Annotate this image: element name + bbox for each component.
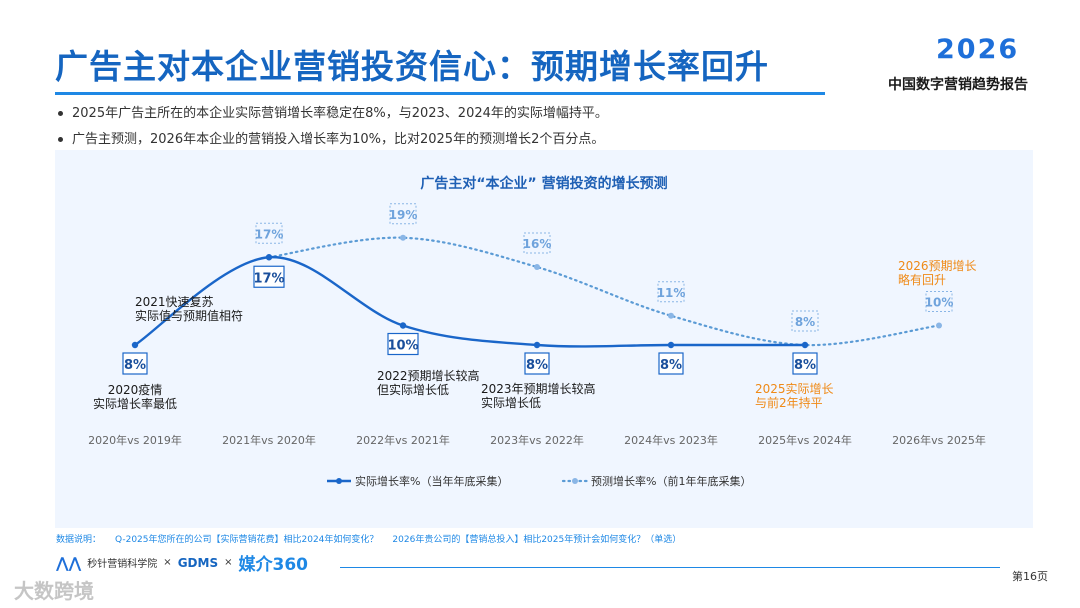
actual-point <box>533 341 541 349</box>
page-title: 广告主对本企业营销投资信心：预期增长率回升 <box>55 47 769 86</box>
bullet-dot-icon <box>58 137 63 142</box>
logo-meijie360: 媒介360 <box>238 555 308 575</box>
legend-actual-marker <box>336 478 342 484</box>
annotation-text: 但实际增长低 <box>377 382 449 397</box>
actual-label-box <box>253 265 285 288</box>
actual-label-box <box>524 352 550 375</box>
annotation-text: 2022预期增长较高 <box>377 368 480 383</box>
annotation-text: 实际增长率最低 <box>93 396 177 411</box>
actual-point <box>131 341 139 349</box>
actual-data-label: 8% <box>526 358 548 373</box>
logo-separator: × <box>163 557 172 568</box>
forecast-point <box>668 312 674 319</box>
forecast-label-box <box>523 232 551 254</box>
actual-data-label: 8% <box>124 358 146 373</box>
x-tick-label: 2025年vs 2024年 <box>758 433 852 447</box>
actual-point <box>265 254 273 261</box>
note-prefix: 数据说明： <box>56 535 102 545</box>
actual-data-label: 8% <box>794 358 816 373</box>
logo-gdms: GDMS <box>177 555 219 570</box>
x-tick-label: 2023年vs 2022年 <box>490 433 584 447</box>
annotation-text: 2026预期增长 <box>898 259 977 273</box>
forecast-data-label: 11% <box>657 286 686 300</box>
annotation-text: 与前2年持平 <box>755 395 823 410</box>
forecast-series-line <box>267 236 941 347</box>
bullet-dot-icon <box>58 111 63 116</box>
forecast-point <box>936 322 942 329</box>
forecast-label-box <box>389 203 417 225</box>
annotation-text: 2023年预期增长较高 <box>481 381 596 396</box>
watermark: 大数跨境 <box>14 579 94 603</box>
forecast-label-box <box>925 291 953 312</box>
chart-panel: 广告主对“本企业” 营销投资的增长预测 2020年vs 2019年 2021年vs … <box>55 150 1033 528</box>
forecast-label-box <box>657 281 685 303</box>
actual-data-label: 8% <box>660 358 682 373</box>
chart-title: 广告主对“本企业” 营销投资的增长预测 <box>420 175 667 192</box>
forecast-label-box <box>791 310 819 332</box>
actual-data-label: 17% <box>253 271 284 286</box>
actual-point <box>801 341 809 349</box>
x-tick-label: 2026年vs 2025年 <box>892 433 986 447</box>
note-question-1: Q-2025年您所在的公司【实际营销花费】相比2024年如何变化？ <box>115 535 379 545</box>
legend-forecast-label: 预测增长率%（前1年年底采集） <box>591 474 751 488</box>
title-divider <box>55 92 825 95</box>
legend-forecast-marker <box>572 478 578 484</box>
x-tick-label: 2021年vs 2020年 <box>222 433 316 447</box>
forecast-data-label: 10% <box>925 296 954 310</box>
annotation-text: 2025实际增长 <box>755 381 834 396</box>
annotation-text: 实际值与预期值相符 <box>135 308 243 323</box>
bullet-item: 广告主预测，2026年本企业的营销投入增长率为10%，比对2025年的预测增长2… <box>58 127 608 153</box>
page-number: 第16页 <box>1012 570 1048 583</box>
actual-point <box>667 341 675 349</box>
forecast-point <box>400 234 406 241</box>
x-tick-label: 2024年vs 2023年 <box>624 433 718 447</box>
partner-logos: ⋀⋀ 秒针营销科学院 × GDMS × 媒介360 <box>56 550 308 576</box>
bullet-text: 广告主预测，2026年本企业的营销投入增长率为10%，比对2025年的预测增长2… <box>72 132 605 147</box>
forecast-data-label: 17% <box>255 227 284 241</box>
actual-series-line <box>134 256 805 348</box>
annotation-text: 略有回升 <box>898 272 946 287</box>
forecast-data-label: 19% <box>389 208 418 222</box>
data-note: 数据说明： Q-2025年您所在的公司【实际营销花费】相比2024年如何变化？ 20… <box>56 532 695 545</box>
bullet-text: 2025年广告主所在的本企业实际营销增长率稳定在8%，与2023、2024年的实… <box>72 106 608 121</box>
actual-data-label: 10% <box>387 339 418 354</box>
forecast-point <box>534 264 540 270</box>
actual-label-box <box>387 332 419 356</box>
legend-actual-label: 实际增长率%（当年年底采集） <box>355 474 508 488</box>
report-name: 中国数字营销趋势报告 <box>888 77 1028 93</box>
note-question-2: 2026年贵公司的【营销总投入】相比2025年预计会如何变化？（单选） <box>392 535 682 545</box>
logo-separator: × <box>224 557 233 568</box>
forecast-data-label: 8% <box>795 315 815 329</box>
growth-line-chart: 广告主对“本企业” 营销投资的增长预测 2020年vs 2019年 2021年vs … <box>88 175 986 488</box>
bullet-item: 2025年广告主所在的本企业实际营销增长率稳定在8%，与2023、2024年的实… <box>58 101 608 127</box>
logo-miaozhen: 秒针营销科学院 <box>87 559 158 570</box>
year-badge: 2026 <box>936 34 1020 65</box>
forecast-label-box <box>255 222 283 244</box>
annotation-text: 2021快速复苏 <box>135 295 214 309</box>
forecast-data-label: 16% <box>523 237 552 251</box>
annotation-text: 2020疫情 <box>108 382 163 397</box>
annotation-text: 实际增长低 <box>481 395 541 410</box>
summary-bullets: 2025年广告主所在的本企业实际营销增长率稳定在8%，与2023、2024年的实… <box>58 101 608 153</box>
actual-label-box <box>658 352 684 375</box>
actual-point <box>399 322 407 329</box>
x-tick-label: 2020年vs 2019年 <box>88 433 182 447</box>
actual-label-box <box>792 352 818 375</box>
actual-label-box <box>122 352 148 375</box>
footer-divider <box>340 567 1000 568</box>
x-tick-label: 2022年vs 2021年 <box>356 433 450 447</box>
miaozhen-logo-icon: ⋀⋀ <box>56 553 82 572</box>
